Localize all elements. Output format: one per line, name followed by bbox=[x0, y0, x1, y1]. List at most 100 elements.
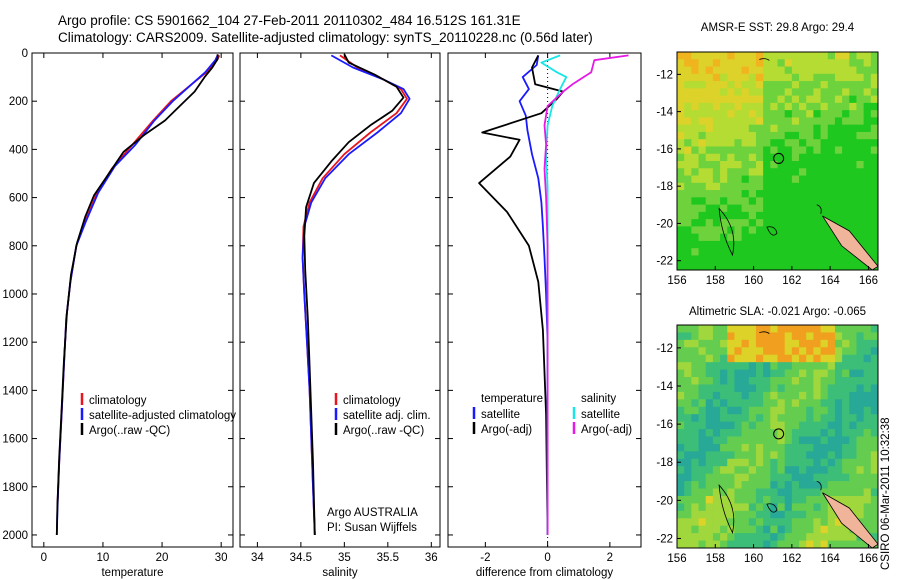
map-cell bbox=[755, 161, 764, 169]
map-cell bbox=[748, 73, 757, 82]
map-cell bbox=[741, 161, 750, 169]
map-cell bbox=[777, 190, 786, 198]
map-cell bbox=[863, 95, 872, 104]
map-cell bbox=[770, 124, 778, 133]
map-cell bbox=[741, 73, 750, 82]
map-cell bbox=[755, 233, 764, 242]
map-cell bbox=[813, 131, 822, 140]
map-cell bbox=[791, 414, 800, 423]
map-cell bbox=[870, 182, 879, 191]
map-cell bbox=[691, 429, 700, 437]
map-cell bbox=[870, 211, 879, 220]
map-cell bbox=[705, 131, 714, 140]
map-cell bbox=[691, 168, 700, 177]
map-cell bbox=[720, 481, 728, 490]
map-cell bbox=[691, 466, 700, 475]
map-cell bbox=[748, 248, 757, 256]
map-cell bbox=[791, 540, 800, 549]
map-cell bbox=[791, 384, 800, 393]
map-cell bbox=[677, 204, 685, 213]
map-cell bbox=[755, 481, 764, 490]
map-cell bbox=[806, 131, 814, 140]
map-cell bbox=[705, 190, 714, 198]
map-cell bbox=[799, 414, 807, 423]
map-cell bbox=[856, 117, 865, 126]
map-cell bbox=[691, 182, 700, 191]
map-cell bbox=[763, 325, 771, 333]
map-cell bbox=[806, 466, 814, 475]
map-cell bbox=[763, 255, 771, 264]
map-cell bbox=[712, 518, 721, 527]
map-cell bbox=[827, 406, 836, 415]
map-cell bbox=[770, 81, 778, 89]
map-cell bbox=[849, 339, 857, 348]
y-tick-label: -16 bbox=[656, 144, 673, 156]
map-cell bbox=[734, 518, 743, 527]
map-cell bbox=[813, 488, 822, 497]
map-cell bbox=[856, 124, 865, 133]
map-cell bbox=[777, 52, 786, 60]
map-cell bbox=[705, 139, 714, 147]
map-cell bbox=[777, 131, 786, 140]
map-cell bbox=[698, 219, 707, 227]
map-cell bbox=[849, 458, 857, 467]
map-cell bbox=[727, 481, 735, 490]
map-cell bbox=[777, 391, 786, 400]
map-cell bbox=[849, 110, 857, 118]
map-cell bbox=[727, 168, 735, 177]
map-cell bbox=[856, 406, 865, 415]
map-cell bbox=[856, 95, 865, 104]
map-cell bbox=[734, 153, 743, 162]
y-tick-label: 1800 bbox=[2, 482, 28, 494]
map-cell bbox=[763, 226, 771, 235]
map-cell bbox=[856, 377, 865, 385]
map-cell bbox=[705, 458, 714, 467]
map-cell bbox=[741, 399, 750, 408]
map-cell bbox=[799, 458, 807, 467]
map-cell bbox=[691, 458, 700, 467]
map-cell bbox=[677, 190, 685, 198]
map-cell bbox=[734, 391, 743, 400]
map-cell bbox=[849, 325, 857, 333]
map-cell bbox=[705, 117, 714, 126]
map-cell bbox=[827, 518, 836, 527]
map-cell bbox=[705, 325, 714, 333]
map-cell bbox=[827, 399, 836, 408]
legend-label: satellite adj. clim. bbox=[343, 410, 431, 422]
map-cell bbox=[827, 339, 836, 348]
map-cell bbox=[842, 436, 850, 445]
map-cell bbox=[755, 146, 764, 155]
x-axis-label: temperature bbox=[101, 567, 163, 579]
map-cell bbox=[755, 175, 764, 184]
map-cell bbox=[705, 421, 714, 430]
map-cell bbox=[791, 339, 800, 348]
map-cell bbox=[755, 503, 764, 512]
map-cell bbox=[799, 59, 807, 68]
map-cell bbox=[820, 421, 829, 430]
map-cell bbox=[827, 533, 836, 542]
map-cell bbox=[770, 406, 778, 415]
map-cell bbox=[777, 458, 786, 467]
map-cell bbox=[705, 59, 714, 68]
map-cell bbox=[720, 81, 728, 89]
map-cell bbox=[755, 421, 764, 430]
map-cell bbox=[849, 369, 857, 378]
map-cell bbox=[727, 540, 735, 549]
map-cell bbox=[691, 495, 700, 504]
map-cell bbox=[777, 481, 786, 490]
map-cell bbox=[770, 339, 778, 348]
map-cell bbox=[863, 503, 872, 512]
map-cell bbox=[734, 73, 743, 82]
map-cell bbox=[820, 146, 829, 155]
map-cell bbox=[705, 354, 714, 363]
map-cell bbox=[820, 369, 829, 378]
map-cell bbox=[791, 110, 800, 118]
map-cell bbox=[720, 211, 728, 220]
map-cell bbox=[856, 66, 865, 75]
map-cell bbox=[777, 88, 786, 97]
map-cell bbox=[834, 117, 843, 126]
map-cell bbox=[827, 59, 836, 68]
map-cell bbox=[863, 436, 872, 445]
map-cell bbox=[820, 240, 829, 249]
map-cell bbox=[870, 110, 879, 118]
